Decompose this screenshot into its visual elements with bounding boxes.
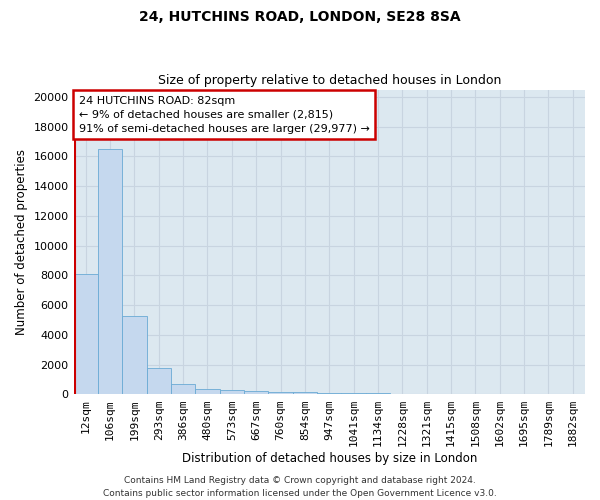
Y-axis label: Number of detached properties: Number of detached properties [15,149,28,335]
Bar [220,390,244,394]
Bar [293,392,317,394]
Text: Contains HM Land Registry data © Crown copyright and database right 2024.
Contai: Contains HM Land Registry data © Crown c… [103,476,497,498]
Bar [196,389,220,394]
Bar [244,391,268,394]
Bar [268,392,293,394]
X-axis label: Distribution of detached houses by size in London: Distribution of detached houses by size … [182,452,477,465]
Bar [317,393,341,394]
Bar [341,393,366,394]
Text: 24 HUTCHINS ROAD: 82sqm
← 9% of detached houses are smaller (2,815)
91% of semi-: 24 HUTCHINS ROAD: 82sqm ← 9% of detached… [79,96,370,134]
Bar [146,368,171,394]
Bar [74,274,98,394]
Text: 24, HUTCHINS ROAD, LONDON, SE28 8SA: 24, HUTCHINS ROAD, LONDON, SE28 8SA [139,10,461,24]
Bar [122,316,146,394]
Bar [98,149,122,394]
Bar [171,384,196,394]
Title: Size of property relative to detached houses in London: Size of property relative to detached ho… [158,74,501,87]
